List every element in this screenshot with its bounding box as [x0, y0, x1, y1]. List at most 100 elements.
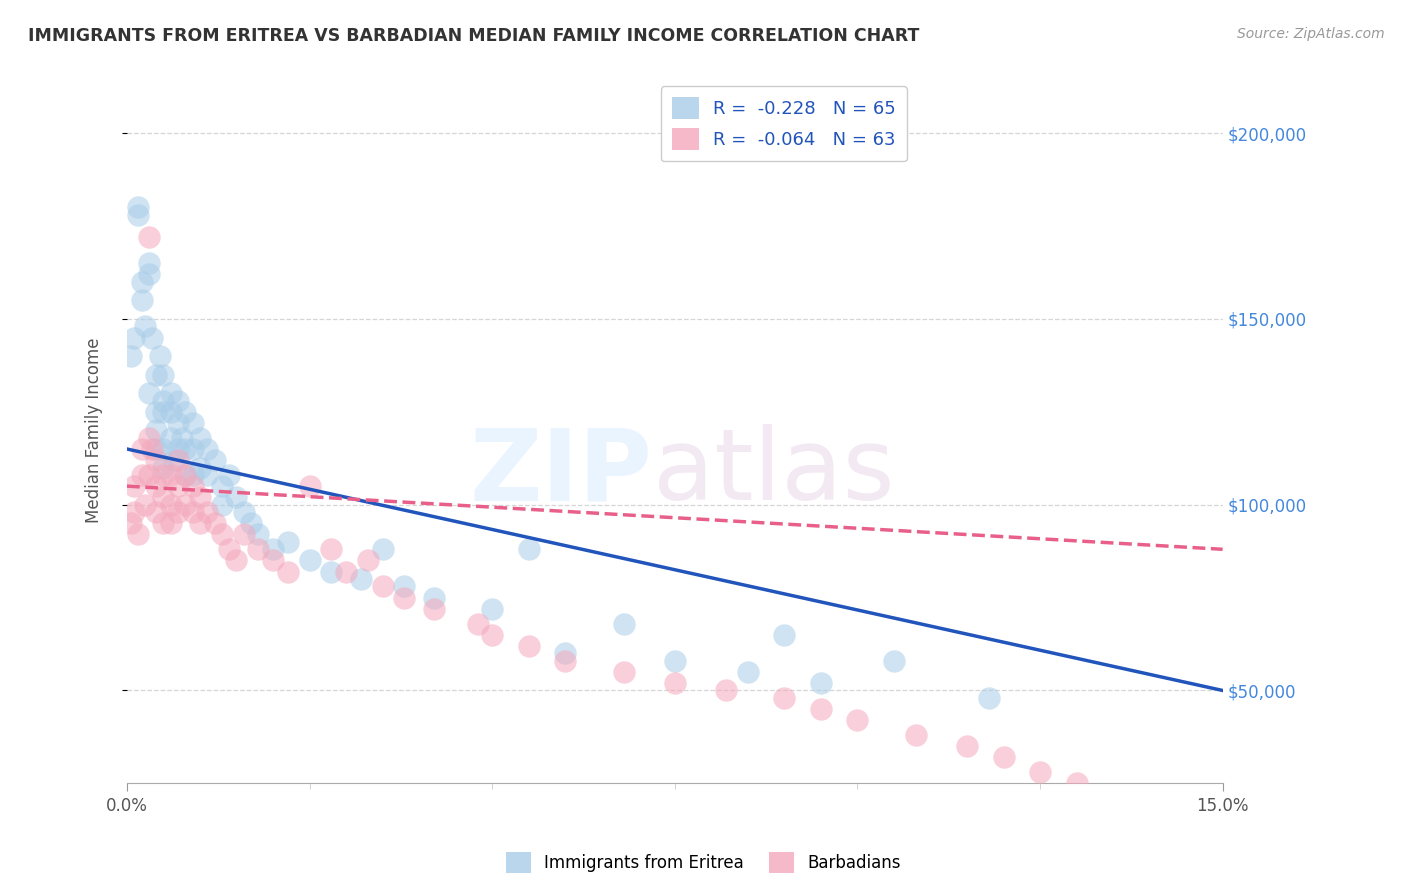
Point	[181, 467, 204, 482]
Point	[152, 460, 174, 475]
Point	[170, 431, 193, 445]
Point	[120, 349, 142, 363]
Point	[195, 505, 218, 519]
Point	[298, 553, 321, 567]
Point	[145, 368, 167, 382]
Point	[159, 405, 181, 419]
Point	[1175, 814, 1198, 828]
Point	[211, 527, 233, 541]
Point	[554, 646, 576, 660]
Point	[167, 393, 190, 408]
Point	[277, 534, 299, 549]
Point	[145, 424, 167, 438]
Point	[145, 405, 167, 419]
Point	[138, 386, 160, 401]
Text: atlas: atlas	[652, 425, 894, 521]
Point	[159, 498, 181, 512]
Point	[159, 516, 181, 531]
Point	[152, 393, 174, 408]
Point	[773, 690, 796, 705]
Point	[211, 498, 233, 512]
Point	[240, 516, 263, 531]
Point	[422, 601, 444, 615]
Point	[810, 702, 832, 716]
Point	[321, 542, 343, 557]
Point	[554, 654, 576, 668]
Point	[904, 728, 927, 742]
Point	[152, 516, 174, 531]
Point	[138, 431, 160, 445]
Point	[956, 739, 979, 754]
Point	[211, 479, 233, 493]
Point	[481, 628, 503, 642]
Point	[188, 490, 211, 504]
Point	[159, 386, 181, 401]
Point	[517, 542, 540, 557]
Point	[277, 565, 299, 579]
Point	[883, 654, 905, 668]
Point	[138, 467, 160, 482]
Point	[993, 750, 1015, 764]
Point	[122, 330, 145, 344]
Point	[174, 467, 197, 482]
Point	[174, 467, 197, 482]
Point	[1066, 776, 1088, 790]
Point	[247, 542, 270, 557]
Point	[1102, 788, 1125, 802]
Text: IMMIGRANTS FROM ERITREA VS BARBADIAN MEDIAN FAMILY INCOME CORRELATION CHART: IMMIGRANTS FROM ERITREA VS BARBADIAN MED…	[28, 27, 920, 45]
Point	[152, 467, 174, 482]
Point	[298, 479, 321, 493]
Point	[174, 405, 197, 419]
Point	[134, 498, 156, 512]
Point	[131, 467, 153, 482]
Point	[846, 713, 869, 727]
Point	[225, 553, 247, 567]
Point	[174, 442, 197, 456]
Point	[152, 490, 174, 504]
Point	[141, 330, 163, 344]
Point	[188, 431, 211, 445]
Point	[167, 505, 190, 519]
Point	[195, 467, 218, 482]
Point	[232, 527, 254, 541]
Point	[181, 505, 204, 519]
Point	[232, 505, 254, 519]
Point	[371, 542, 394, 557]
Point	[163, 453, 186, 467]
Point	[131, 293, 153, 308]
Point	[613, 616, 636, 631]
Point	[422, 591, 444, 605]
Point	[149, 349, 172, 363]
Point	[159, 431, 181, 445]
Point	[262, 553, 284, 567]
Point	[613, 665, 636, 679]
Point	[141, 442, 163, 456]
Point	[152, 405, 174, 419]
Point	[131, 275, 153, 289]
Point	[138, 268, 160, 282]
Point	[181, 479, 204, 493]
Point	[167, 479, 190, 493]
Point	[181, 442, 204, 456]
Point	[394, 579, 416, 593]
Point	[127, 208, 149, 222]
Point	[174, 498, 197, 512]
Legend: R =  -0.228   N = 65, R =  -0.064   N = 63: R = -0.228 N = 65, R = -0.064 N = 63	[661, 87, 907, 161]
Point	[225, 490, 247, 504]
Point	[394, 591, 416, 605]
Point	[127, 201, 149, 215]
Point	[188, 516, 211, 531]
Point	[262, 542, 284, 557]
Legend: Immigrants from Eritrea, Barbadians: Immigrants from Eritrea, Barbadians	[499, 846, 907, 880]
Point	[350, 572, 373, 586]
Point	[218, 542, 240, 557]
Point	[159, 467, 181, 482]
Point	[335, 565, 357, 579]
Point	[321, 565, 343, 579]
Point	[138, 230, 160, 244]
Text: ZIP: ZIP	[470, 425, 652, 521]
Point	[188, 460, 211, 475]
Point	[1139, 802, 1161, 816]
Point	[145, 479, 167, 493]
Point	[664, 676, 686, 690]
